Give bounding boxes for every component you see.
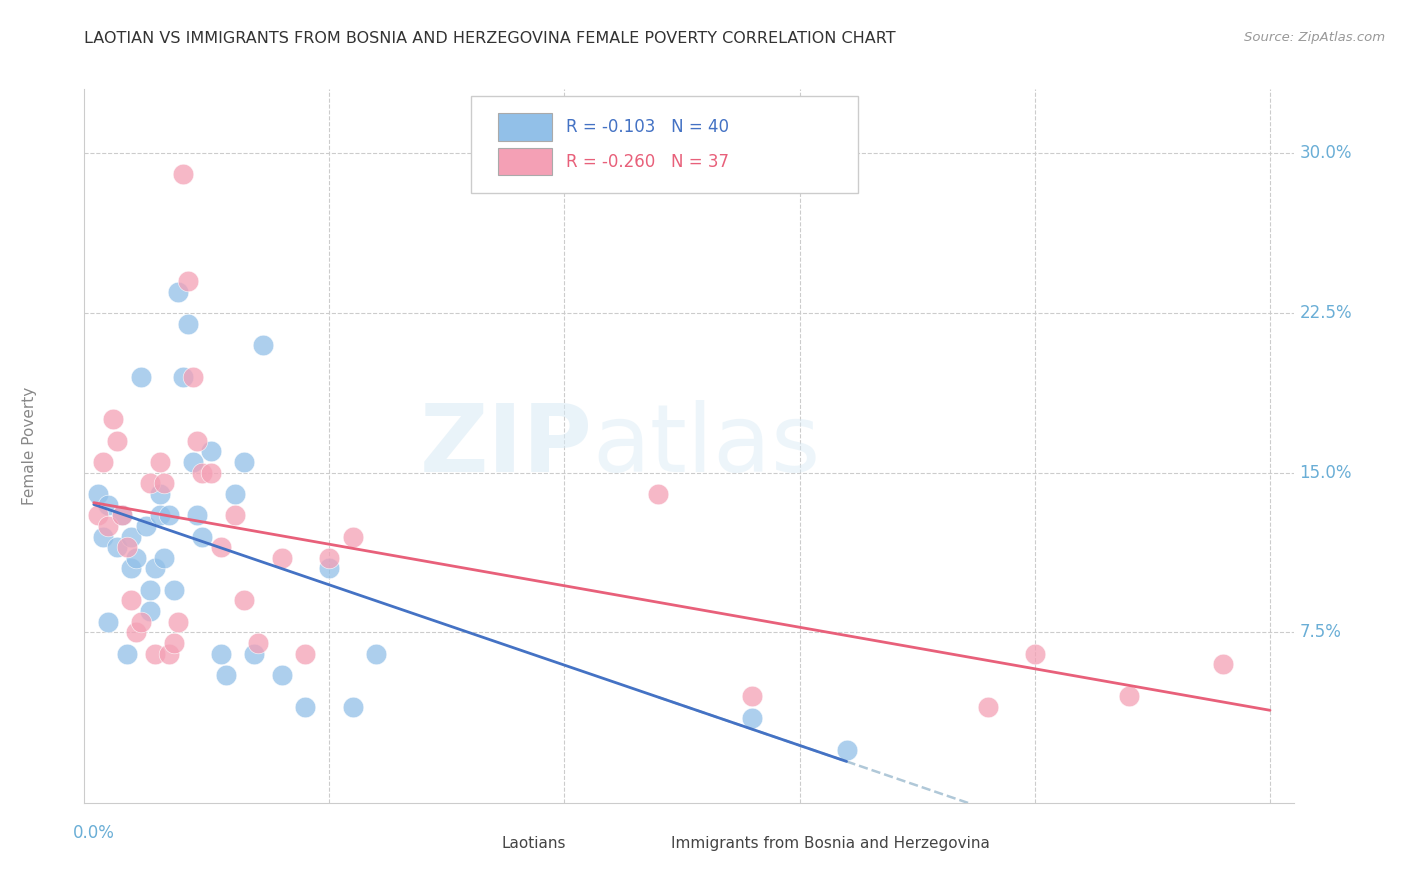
Point xyxy=(87,487,110,501)
Point xyxy=(97,498,120,512)
Point xyxy=(172,369,194,384)
Point xyxy=(200,466,222,480)
Point xyxy=(177,317,200,331)
Point xyxy=(318,561,340,575)
Point xyxy=(135,519,157,533)
Point xyxy=(1118,690,1140,704)
Point xyxy=(172,168,194,182)
Point xyxy=(247,636,270,650)
Point xyxy=(191,529,214,543)
Point xyxy=(139,476,162,491)
Point xyxy=(143,647,166,661)
Point xyxy=(200,444,222,458)
Point xyxy=(120,593,142,607)
FancyBboxPatch shape xyxy=(498,148,553,175)
Point xyxy=(294,700,316,714)
Point xyxy=(191,466,214,480)
Point xyxy=(167,285,190,299)
Point xyxy=(129,615,152,629)
Point xyxy=(1212,657,1234,672)
Point xyxy=(149,487,172,501)
Point xyxy=(157,647,180,661)
Point xyxy=(364,647,387,661)
Point xyxy=(209,647,232,661)
Point xyxy=(294,647,316,661)
Text: ZIP: ZIP xyxy=(419,400,592,492)
Point xyxy=(224,508,246,523)
FancyBboxPatch shape xyxy=(447,832,494,855)
Text: R = -0.260   N = 37: R = -0.260 N = 37 xyxy=(565,153,728,171)
Point xyxy=(163,636,186,650)
Point xyxy=(242,647,264,661)
Point xyxy=(233,593,256,607)
Point xyxy=(153,476,176,491)
Point xyxy=(105,540,128,554)
Text: Laotians: Laotians xyxy=(502,836,567,851)
Text: 22.5%: 22.5% xyxy=(1299,304,1353,322)
Text: Immigrants from Bosnia and Herzegovina: Immigrants from Bosnia and Herzegovina xyxy=(671,836,990,851)
Point xyxy=(177,274,200,288)
Point xyxy=(120,561,142,575)
Point xyxy=(181,455,204,469)
Text: LAOTIAN VS IMMIGRANTS FROM BOSNIA AND HERZEGOVINA FEMALE POVERTY CORRELATION CHA: LAOTIAN VS IMMIGRANTS FROM BOSNIA AND HE… xyxy=(84,31,896,46)
Point xyxy=(342,529,364,543)
Point xyxy=(271,550,294,565)
Point xyxy=(647,487,669,501)
Point xyxy=(342,700,364,714)
Point xyxy=(115,647,138,661)
Point xyxy=(209,540,232,554)
Point xyxy=(87,508,110,523)
Point xyxy=(835,742,858,756)
Point xyxy=(214,668,236,682)
Point xyxy=(167,615,190,629)
Point xyxy=(101,412,124,426)
Point xyxy=(91,455,114,469)
Point xyxy=(149,508,172,523)
Point xyxy=(186,434,208,448)
FancyBboxPatch shape xyxy=(498,113,553,141)
Point xyxy=(186,508,208,523)
Point xyxy=(139,582,162,597)
Point xyxy=(741,690,763,704)
Point xyxy=(125,625,148,640)
Point xyxy=(97,519,120,533)
Text: 30.0%: 30.0% xyxy=(1299,145,1353,162)
Point xyxy=(120,529,142,543)
Point xyxy=(143,561,166,575)
Point xyxy=(976,700,998,714)
Point xyxy=(233,455,256,469)
Point xyxy=(181,369,204,384)
Point xyxy=(153,550,176,565)
Point xyxy=(1024,647,1046,661)
Point xyxy=(111,508,134,523)
Point xyxy=(115,540,138,554)
Point xyxy=(157,508,180,523)
Point xyxy=(252,338,274,352)
Point xyxy=(149,455,172,469)
Text: Source: ZipAtlas.com: Source: ZipAtlas.com xyxy=(1244,31,1385,45)
Point xyxy=(129,369,152,384)
Text: R = -0.103   N = 40: R = -0.103 N = 40 xyxy=(565,118,728,136)
Point xyxy=(163,582,186,597)
Text: 15.0%: 15.0% xyxy=(1299,464,1353,482)
Point xyxy=(91,529,114,543)
Text: 0.0%: 0.0% xyxy=(73,824,115,842)
Point xyxy=(111,508,134,523)
Point xyxy=(318,550,340,565)
FancyBboxPatch shape xyxy=(616,832,662,855)
Text: Female Poverty: Female Poverty xyxy=(22,387,38,505)
Text: atlas: atlas xyxy=(592,400,821,492)
Point xyxy=(224,487,246,501)
Point xyxy=(139,604,162,618)
Text: 7.5%: 7.5% xyxy=(1299,624,1341,641)
Point xyxy=(271,668,294,682)
Point xyxy=(741,710,763,724)
Point xyxy=(125,550,148,565)
FancyBboxPatch shape xyxy=(471,96,858,193)
Point xyxy=(97,615,120,629)
Point xyxy=(105,434,128,448)
